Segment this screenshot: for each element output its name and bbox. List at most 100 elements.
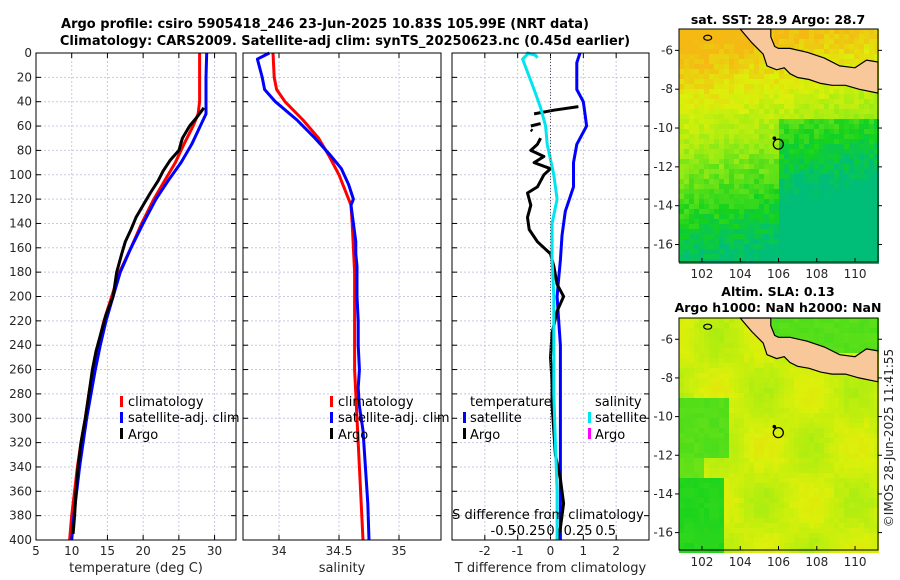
map-cell [769, 169, 774, 174]
map-cell [789, 398, 794, 403]
map-cell [729, 538, 734, 543]
map-cell [874, 403, 879, 408]
map-cell [724, 428, 729, 433]
map-cell [764, 74, 769, 79]
map-cell [699, 64, 704, 69]
map-cell [824, 338, 829, 343]
map-cell [824, 528, 829, 533]
map-cell [839, 408, 844, 413]
map-cell [789, 418, 794, 423]
map-cell [774, 164, 779, 169]
map-cell [869, 533, 874, 538]
map-cell [724, 44, 729, 49]
map-cell [734, 543, 739, 548]
map-cell [809, 39, 814, 44]
map-cell [784, 129, 789, 134]
map-cell [799, 199, 804, 204]
map-cell [734, 318, 739, 323]
map-cell [744, 463, 749, 468]
map-cell [854, 483, 859, 488]
map-cell [864, 393, 869, 398]
map-cell [844, 508, 849, 513]
map-cell [864, 458, 869, 463]
map-cell [839, 224, 844, 229]
map-cell [699, 204, 704, 209]
map-cell [744, 543, 749, 548]
map-cell [729, 523, 734, 528]
map-cell [729, 463, 734, 468]
map-cell [869, 418, 874, 423]
map-cell [784, 428, 789, 433]
map-cell [809, 124, 814, 129]
map-cell [809, 119, 814, 124]
map-cell [704, 488, 709, 493]
map-cell [689, 413, 694, 418]
map-cell [719, 533, 724, 538]
map-cell [684, 209, 689, 214]
map-y-tick-label: -12 [653, 448, 673, 462]
map-cell [874, 119, 879, 124]
map-cell [739, 39, 744, 44]
map-cell [744, 209, 749, 214]
map-cell [759, 418, 764, 423]
map-cell [784, 403, 789, 408]
map-cell [749, 174, 754, 179]
map-cell [769, 478, 774, 483]
map-cell [814, 403, 819, 408]
map-cell [759, 74, 764, 79]
map-cell [684, 34, 689, 39]
map-cell [694, 59, 699, 64]
map-cell [804, 164, 809, 169]
map-cell [724, 89, 729, 94]
map-cell [799, 413, 804, 418]
map-cell [754, 433, 759, 438]
map-cell [724, 518, 729, 523]
map-cell [774, 498, 779, 503]
map-cell [704, 149, 709, 154]
map-cell [699, 119, 704, 124]
map-cell [784, 393, 789, 398]
map-cell [809, 338, 814, 343]
map-cell [819, 413, 824, 418]
map-cell [704, 79, 709, 84]
map-cell [694, 99, 699, 104]
map-cell [799, 373, 804, 378]
map-cell [744, 219, 749, 224]
map-cell [864, 254, 869, 259]
map-cell [824, 124, 829, 129]
map-cell [859, 149, 864, 154]
map-cell [684, 59, 689, 64]
map-cell [784, 538, 789, 543]
map-cell [719, 39, 724, 44]
map-cell [744, 179, 749, 184]
map-cell [814, 204, 819, 209]
map-cell [814, 44, 819, 49]
map-cell [774, 154, 779, 159]
map-cell [749, 199, 754, 204]
y-tick-label: 220 [9, 314, 32, 328]
map-cell [814, 89, 819, 94]
map-cell [749, 363, 754, 368]
map-cell [774, 89, 779, 94]
map-cell [759, 498, 764, 503]
map-cell [814, 84, 819, 89]
map-cell [789, 234, 794, 239]
map-cell [834, 453, 839, 458]
s-tick-label: -0.25 [512, 524, 546, 539]
map-y-tick-label: -16 [653, 238, 673, 252]
map-cell [839, 438, 844, 443]
map-cell [799, 423, 804, 428]
map-cell [749, 483, 754, 488]
map-cell [814, 239, 819, 244]
map-cell [744, 59, 749, 64]
map-cell [834, 119, 839, 124]
map-cell [854, 219, 859, 224]
map-cell [729, 34, 734, 39]
map-cell [684, 473, 689, 478]
map-cell [809, 383, 814, 388]
map-cell [784, 199, 789, 204]
map-cell [714, 169, 719, 174]
map-cell [784, 453, 789, 458]
map-cell [779, 169, 784, 174]
map-cell [834, 239, 839, 244]
